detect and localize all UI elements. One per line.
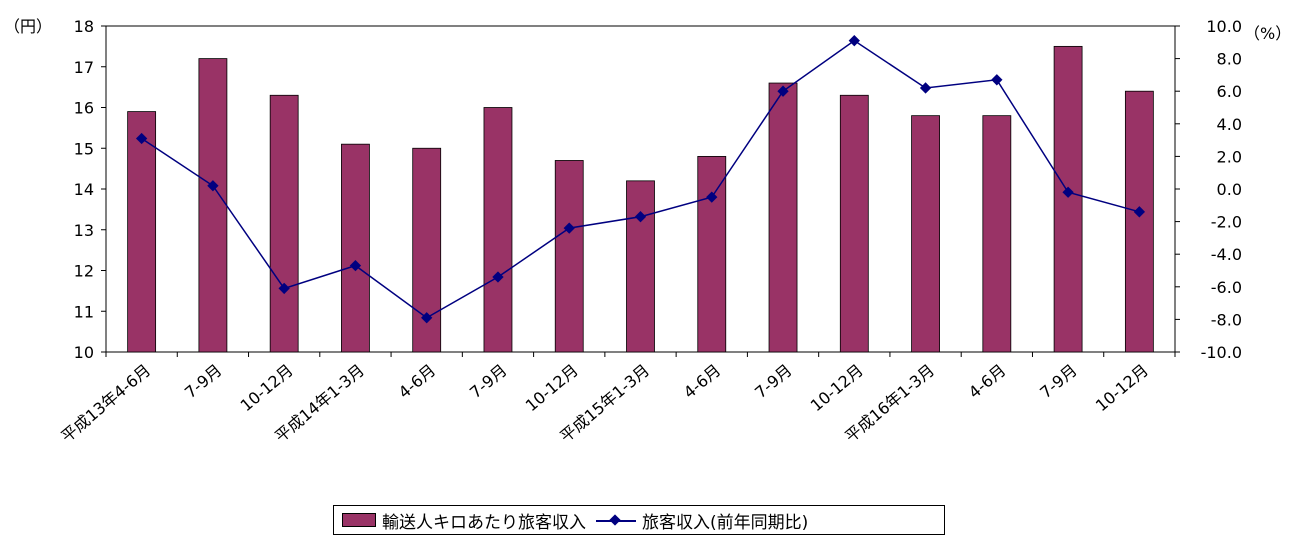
bar: [697, 155, 727, 353]
bar: [1053, 45, 1083, 353]
left-axis-unit: （円）: [4, 17, 52, 36]
line-marker: [1133, 206, 1146, 218]
x-tick-label: 7-9月: [1036, 361, 1080, 403]
left-tick-label: 10: [74, 343, 94, 362]
legend-bar-label: 輸送人キロあたり旅客収入: [382, 512, 586, 533]
legend-line-label: 旅客収入(前年同期比): [642, 512, 809, 533]
left-tick-label: 14: [74, 180, 94, 199]
right-tick-label: 0.0: [1217, 180, 1242, 199]
right-tick-label: 2.0: [1217, 147, 1242, 166]
plot-area: 10 11 12 13 14 15 16 17 18 -10.0 -8.0 -6.0 -4.0 -2.0 0…: [57, 17, 1242, 446]
x-tick-label: 10-12月: [1092, 361, 1152, 416]
x-tick-label: 4-6月: [965, 361, 1009, 403]
bar: [626, 180, 655, 353]
bar: [127, 111, 157, 353]
right-tick-label: -4.0: [1211, 245, 1242, 264]
line-marker: [421, 312, 433, 324]
x-tick-label: 平成13年4-6月: [57, 361, 154, 447]
legend-line-swatch: [596, 513, 636, 527]
bar: [839, 94, 869, 353]
x-tick-label: 7-9月: [751, 361, 795, 403]
right-tick-label: 8.0: [1217, 50, 1242, 69]
x-tick-label: 10-12月: [237, 361, 297, 416]
right-tick-label: -10.0: [1201, 343, 1242, 362]
line-marker: [706, 191, 718, 203]
line-marker: [135, 132, 148, 145]
line-marker: [848, 35, 860, 47]
right-tick-label: -2.0: [1211, 213, 1242, 232]
line-marker: [634, 211, 647, 223]
right-axis-unit: （%）: [1244, 24, 1291, 43]
bar: [554, 160, 584, 353]
left-tick-label: 16: [74, 99, 94, 118]
bar: [982, 115, 1012, 353]
bar: [911, 115, 940, 353]
line-marker: [207, 180, 219, 192]
legend: 輸送人キロあたり旅客収入 旅客収入(前年同期比): [333, 505, 945, 535]
line-marker: [1062, 186, 1074, 198]
bar: [341, 143, 370, 353]
bar: [768, 82, 798, 353]
left-tick-label: 17: [74, 58, 94, 77]
right-tick-label: 10.0: [1206, 17, 1242, 36]
x-tick-label: 10-12月: [807, 361, 867, 416]
x-tick-label: 4-6月: [395, 361, 439, 403]
bar: [1124, 90, 1154, 353]
right-tick-label: -6.0: [1211, 278, 1242, 297]
right-tick-label: 6.0: [1217, 82, 1242, 101]
legend-bar-swatch: [342, 513, 376, 527]
line-marker: [492, 271, 504, 283]
x-tick-label: 7-9月: [181, 361, 225, 403]
left-tick-label: 15: [74, 139, 94, 158]
left-tick-label: 18: [74, 17, 94, 36]
line-marker: [563, 222, 575, 234]
bar: [198, 58, 228, 353]
right-tick-label: 4.0: [1217, 115, 1242, 134]
line-marker: [991, 74, 1003, 86]
x-tick-label: 7-9月: [466, 361, 510, 403]
bar: [483, 107, 513, 353]
line-marker: [278, 282, 290, 295]
x-tick-label: 4-6月: [680, 361, 724, 403]
line-marker: [349, 259, 362, 272]
x-tick-label: 10-12月: [522, 361, 582, 416]
bar: [269, 94, 299, 353]
left-tick-label: 11: [74, 302, 94, 321]
left-tick-label: 12: [74, 262, 94, 281]
right-tick-label: -8.0: [1211, 310, 1242, 329]
line-marker: [919, 82, 932, 94]
left-tick-label: 13: [74, 221, 94, 240]
